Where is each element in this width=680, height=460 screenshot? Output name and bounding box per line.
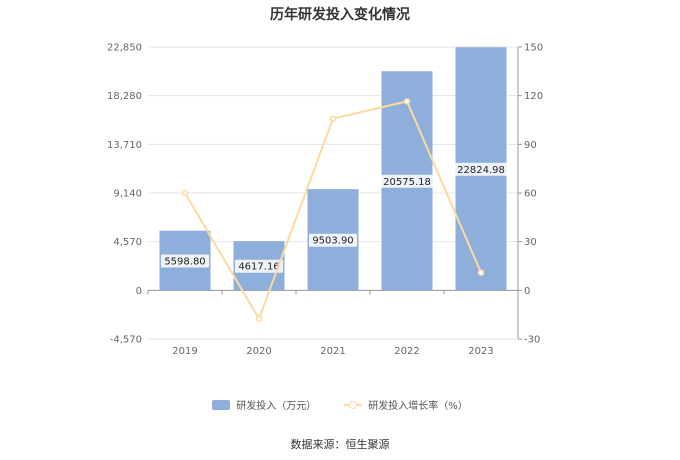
data-label: 5598.80 — [164, 257, 205, 268]
data-label: 22824.98 — [457, 165, 505, 176]
y-right-tick-label: 150 — [524, 43, 543, 54]
y-left-tick-label: 9,140 — [113, 189, 142, 200]
y-left-tick-label: 18,280 — [107, 91, 142, 102]
x-tick-label: 2020 — [246, 346, 271, 357]
y-right-tick-label: 30 — [524, 237, 537, 248]
growth-rate-point — [477, 269, 485, 276]
data-label-background — [160, 254, 210, 268]
growth-rate-point — [403, 98, 411, 105]
y-right-tick-label: -30 — [524, 335, 540, 346]
y-left-tick-label: 0 — [136, 286, 142, 297]
legend-item-growth-rate[interactable]: 研发投入增长率（%） — [344, 397, 468, 412]
y-left-tick-label: 4,570 — [113, 237, 142, 248]
legend: 研发投入（万元） 研发投入增长率（%） — [0, 397, 680, 412]
source-note: 数据来源：恒生聚源 — [290, 438, 390, 451]
growth-rate-point — [329, 115, 337, 122]
x-tick-label: 2021 — [320, 346, 345, 357]
chart-title: 历年研发投入变化情况 — [270, 7, 410, 23]
data-label-background — [453, 162, 509, 176]
legend-label-growth-rate: 研发投入增长率（%） — [368, 401, 468, 412]
y-left-tick-label: 13,710 — [107, 140, 142, 151]
x-tick-label: 2019 — [172, 346, 197, 357]
y-right-tick-label: 90 — [524, 140, 537, 151]
data-label-background — [308, 233, 358, 247]
legend-item-rd-investment[interactable]: 研发投入（万元） — [212, 397, 316, 412]
data-label: 9503.90 — [312, 236, 353, 247]
legend-bar-swatch-icon — [212, 399, 231, 410]
y-right-tick-label: 0 — [524, 286, 530, 297]
data-label: 4617.16 — [238, 262, 279, 273]
x-tick-label: 2022 — [394, 346, 419, 357]
y-left-tick-label: -4,570 — [110, 335, 142, 346]
growth-rate-point — [255, 315, 263, 322]
legend-label-rd-investment: 研发投入（万元） — [236, 401, 317, 412]
data-label-background — [234, 259, 284, 273]
y-left-tick-label: 22,850 — [107, 43, 142, 54]
growth-rate-point — [181, 189, 189, 197]
data-label-background — [379, 174, 435, 188]
y-right-tick-label: 60 — [524, 189, 537, 200]
x-tick-label: 2023 — [468, 346, 493, 357]
y-right-tick-label: 120 — [524, 91, 543, 102]
data-label: 20575.18 — [383, 177, 431, 188]
legend-line-swatch-icon — [344, 400, 363, 410]
